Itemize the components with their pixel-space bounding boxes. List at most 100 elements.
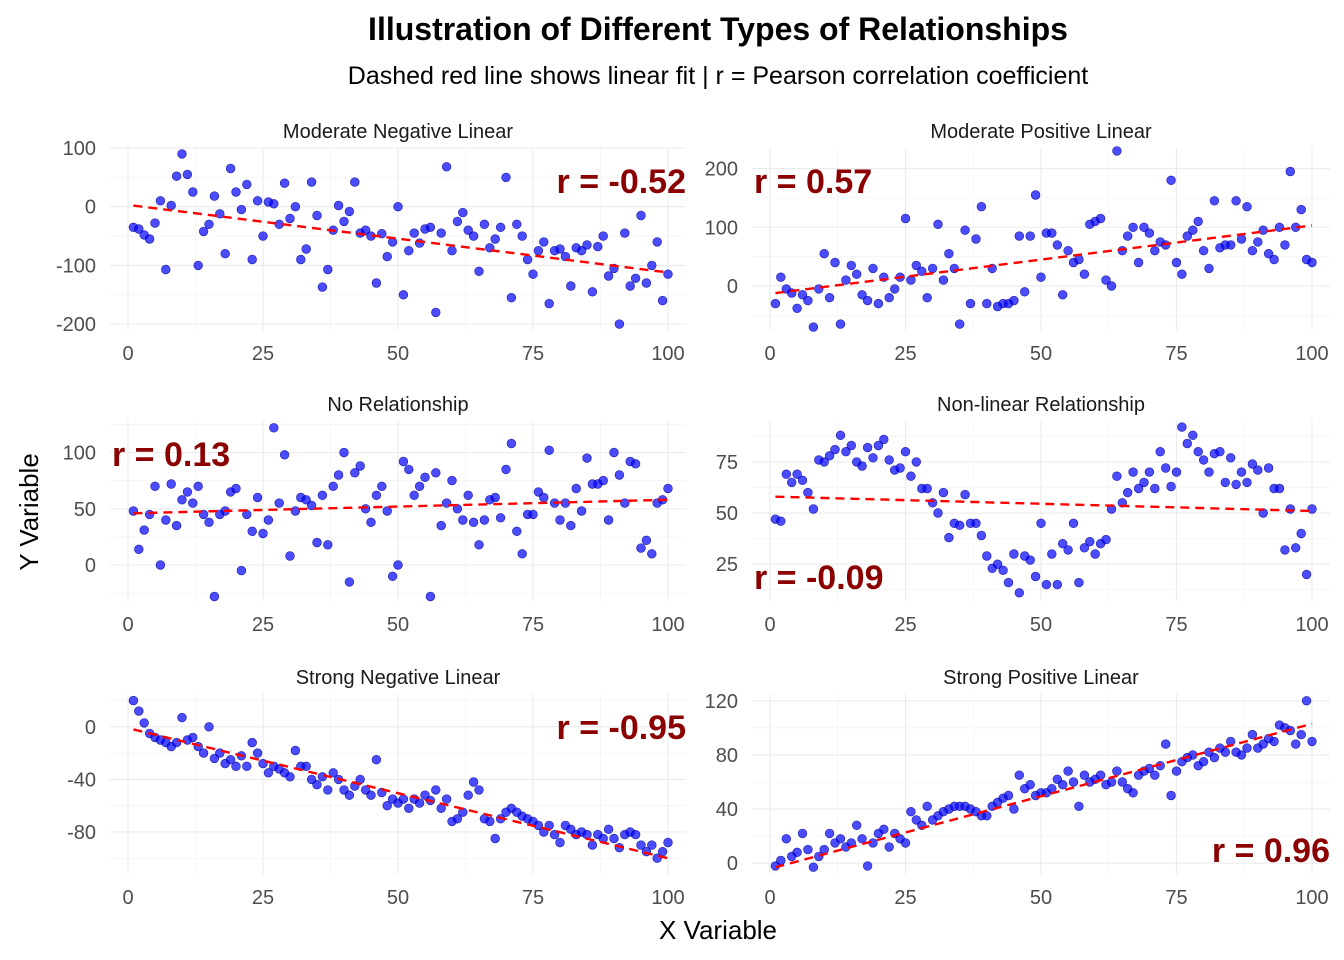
data-point [889, 284, 900, 294]
data-point [1133, 257, 1144, 268]
data-point [144, 509, 155, 520]
data-point [409, 490, 419, 500]
data-point [301, 761, 311, 771]
data-point [1047, 549, 1057, 559]
data-point [1014, 231, 1024, 241]
data-point [1204, 263, 1214, 274]
data-point [458, 207, 468, 218]
data-point [495, 513, 506, 523]
data-point [1166, 175, 1176, 186]
data-point [290, 506, 301, 516]
data-point [900, 213, 911, 224]
data-point [247, 737, 257, 748]
data-point [663, 269, 673, 279]
data-point [387, 571, 398, 581]
data-point [312, 779, 322, 790]
data-point [824, 828, 835, 839]
data-point [371, 490, 382, 500]
data-point [134, 706, 144, 716]
data-point [873, 440, 884, 451]
data-point [555, 244, 565, 254]
data-point [155, 196, 166, 206]
data-point [371, 278, 382, 288]
data-point [441, 162, 452, 172]
x-tick-label: 0 [764, 343, 775, 365]
x-tick-label: 100 [651, 887, 684, 909]
data-point [911, 260, 921, 271]
data-point [1106, 281, 1117, 291]
data-point [603, 824, 614, 834]
data-point [1269, 736, 1279, 747]
x-tick-label: 100 [1295, 614, 1328, 636]
data-point [220, 249, 230, 259]
data-point [841, 275, 851, 285]
data-point [1193, 447, 1203, 457]
y-tick-label: 80 [716, 745, 738, 767]
data-point [425, 222, 436, 233]
data-point [808, 504, 819, 514]
data-point [1079, 543, 1090, 553]
r-label: r = 0.13 [112, 436, 230, 474]
data-point [1285, 166, 1296, 177]
data-point [1247, 729, 1258, 740]
data-point [879, 824, 889, 834]
y-tick-label: -40 [67, 769, 96, 791]
y-tick-label: 25 [716, 554, 738, 576]
data-point [1095, 770, 1106, 780]
x-tick-label: 25 [252, 343, 274, 365]
y-tick-label: 40 [716, 799, 738, 821]
y-tick-label: 200 [705, 159, 738, 181]
panel-title: Strong Negative Linear [296, 667, 501, 689]
data-point [1296, 204, 1306, 215]
data-point [171, 520, 182, 531]
data-point [1057, 779, 1068, 790]
data-point [1036, 272, 1046, 282]
r-label: r = 0.96 [1212, 832, 1330, 870]
data-point [290, 202, 301, 212]
data-point [209, 591, 220, 602]
data-point [1258, 225, 1268, 235]
data-point [630, 829, 641, 840]
panel-title: Strong Positive Linear [943, 667, 1139, 689]
data-point [954, 319, 965, 329]
data-point [1106, 777, 1117, 787]
data-point [824, 293, 835, 303]
data-point [463, 790, 473, 800]
data-point [339, 216, 349, 227]
data-point [1025, 231, 1035, 241]
data-point [792, 303, 802, 313]
linear-fit-line [133, 204, 669, 274]
data-point [971, 518, 981, 528]
data-point [1074, 801, 1084, 811]
r-label: r = -0.95 [557, 709, 686, 747]
data-point [1014, 770, 1024, 780]
data-point [312, 210, 322, 221]
data-point [1085, 536, 1095, 547]
data-point [252, 748, 263, 758]
data-point [998, 565, 1008, 575]
y-tick-label: 0 [85, 555, 96, 577]
data-point [944, 532, 954, 543]
data-point [587, 840, 598, 850]
data-point [663, 483, 673, 494]
data-point [927, 263, 938, 274]
data-point [587, 287, 598, 297]
data-point [182, 169, 193, 180]
data-point [819, 249, 829, 259]
data-point [1290, 543, 1301, 553]
data-point [1041, 579, 1052, 590]
x-tick-label: 25 [252, 887, 274, 909]
data-point [323, 540, 333, 550]
data-point [296, 254, 306, 265]
data-point [1095, 213, 1106, 224]
data-point [1057, 538, 1068, 549]
data-point [441, 794, 452, 804]
data-point [323, 264, 333, 275]
data-point [485, 816, 495, 827]
data-point [1198, 455, 1209, 465]
data-point [495, 222, 506, 233]
y-tick-label: 0 [85, 717, 96, 739]
x-tick-label: 50 [1030, 887, 1052, 909]
data-point [1079, 269, 1090, 279]
